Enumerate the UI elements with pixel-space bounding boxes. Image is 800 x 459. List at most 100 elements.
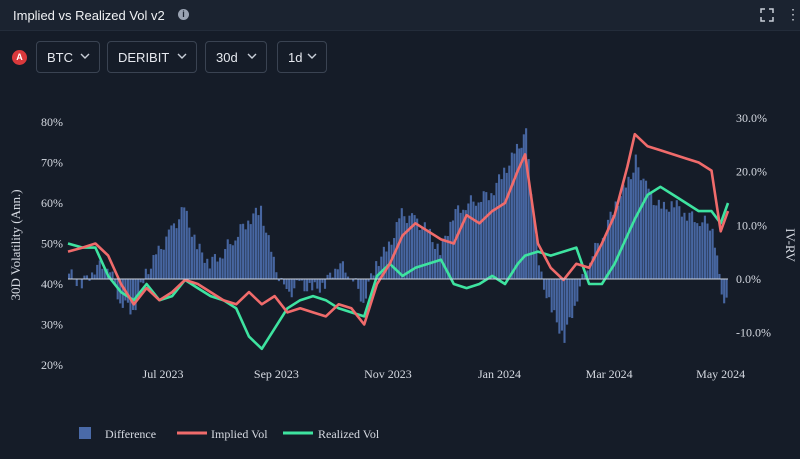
difference-bar	[352, 279, 355, 282]
x-tick-label: Jan 2024	[478, 367, 521, 381]
legend-label-difference: Difference	[105, 427, 156, 441]
difference-bar	[639, 180, 642, 279]
difference-bar	[647, 188, 650, 279]
difference-bar	[426, 229, 429, 279]
legend-label-realized: Realized Vol	[318, 427, 380, 441]
difference-bar	[372, 275, 375, 279]
difference-bar	[495, 182, 498, 279]
difference-bar	[249, 224, 252, 279]
difference-bar	[662, 201, 666, 279]
x-tick-label: Jul 2023	[143, 367, 184, 381]
difference-bar	[449, 221, 452, 279]
difference-bar	[627, 176, 630, 279]
widget-header: Implied vs Realized Vol v2 i ⋮	[0, 0, 800, 31]
difference-bar	[642, 178, 645, 279]
difference-bar	[637, 167, 640, 279]
difference-bar	[555, 279, 558, 323]
difference-bar	[359, 279, 362, 302]
legend-swatch-difference	[79, 427, 91, 439]
difference-bar	[211, 256, 214, 279]
interval-dropdown[interactable]: 1d	[277, 41, 327, 73]
difference-bar	[239, 224, 242, 279]
asset-dropdown[interactable]: BTC	[36, 41, 100, 73]
series-badge: A	[12, 50, 27, 65]
y2-axis-label: IV-RV	[783, 228, 798, 262]
difference-bar	[326, 274, 329, 279]
difference-bar	[454, 209, 457, 279]
difference-bar	[229, 244, 232, 279]
difference-bar	[152, 255, 155, 279]
expand-icon[interactable]	[760, 8, 774, 22]
difference-bar	[472, 201, 475, 279]
chart-legend: Difference Implied Vol Realized Vol	[79, 427, 380, 441]
difference-bar	[540, 271, 543, 279]
difference-bar	[576, 279, 579, 302]
y-axis-label: 30D Volatility (Ann.)	[8, 189, 23, 300]
difference-bar	[421, 228, 424, 279]
difference-bar	[665, 209, 668, 279]
difference-bar	[234, 240, 237, 279]
y2-tick-label: -10.0%	[736, 326, 771, 340]
difference-bar	[137, 279, 140, 296]
difference-bar	[344, 272, 347, 279]
difference-bar	[578, 279, 581, 287]
difference-bar	[247, 220, 250, 279]
difference-bar	[428, 228, 431, 279]
difference-bar	[525, 128, 528, 279]
tenor-dropdown[interactable]: 30d	[205, 41, 267, 73]
difference-bar	[257, 215, 260, 279]
difference-bar	[149, 268, 153, 279]
difference-bar	[329, 272, 332, 279]
y-tick-label: 20%	[41, 358, 63, 372]
y-tick-label: 50%	[41, 237, 63, 251]
difference-bar	[185, 210, 188, 279]
difference-bar	[244, 229, 247, 279]
difference-bar	[604, 235, 607, 279]
difference-bar	[331, 277, 334, 279]
difference-bar	[131, 279, 135, 310]
difference-bar	[713, 247, 716, 279]
exchange-dropdown[interactable]: DERIBIT	[107, 41, 197, 73]
difference-bar	[190, 236, 193, 279]
chevron-down-icon	[307, 53, 317, 59]
difference-bar	[589, 262, 592, 279]
difference-bar	[85, 275, 89, 279]
difference-bar	[467, 203, 470, 279]
difference-bar	[88, 279, 91, 281]
difference-bar	[178, 219, 181, 279]
difference-bar	[446, 236, 449, 279]
difference-bar	[691, 211, 694, 279]
difference-bar	[160, 249, 163, 279]
difference-bar	[408, 215, 411, 279]
difference-bar	[403, 216, 406, 279]
difference-bar	[723, 279, 726, 304]
difference-bar	[410, 213, 414, 279]
difference-bar	[416, 218, 419, 279]
difference-bar	[339, 263, 342, 279]
difference-bar	[725, 279, 728, 298]
difference-bar	[172, 223, 176, 279]
difference-bar	[193, 234, 196, 279]
difference-bar	[492, 195, 495, 279]
difference-bar	[632, 172, 635, 279]
difference-bar	[542, 279, 546, 290]
difference-bar	[275, 272, 278, 279]
difference-bar	[591, 256, 594, 279]
difference-bar	[336, 269, 339, 279]
difference-bar	[573, 279, 576, 306]
difference-bar	[711, 228, 714, 279]
difference-bar	[675, 200, 678, 279]
difference-bar	[520, 147, 523, 279]
difference-bar	[175, 228, 178, 279]
x-tick-label: Sep 2023	[254, 367, 299, 381]
info-icon[interactable]: i	[178, 9, 189, 20]
difference-bar	[201, 252, 204, 279]
difference-bar	[513, 153, 516, 279]
difference-bar	[216, 261, 219, 279]
difference-bar	[701, 222, 704, 279]
difference-bar	[560, 279, 563, 331]
difference-bar	[126, 279, 129, 303]
difference-bar	[474, 205, 478, 279]
difference-bar	[213, 254, 216, 279]
